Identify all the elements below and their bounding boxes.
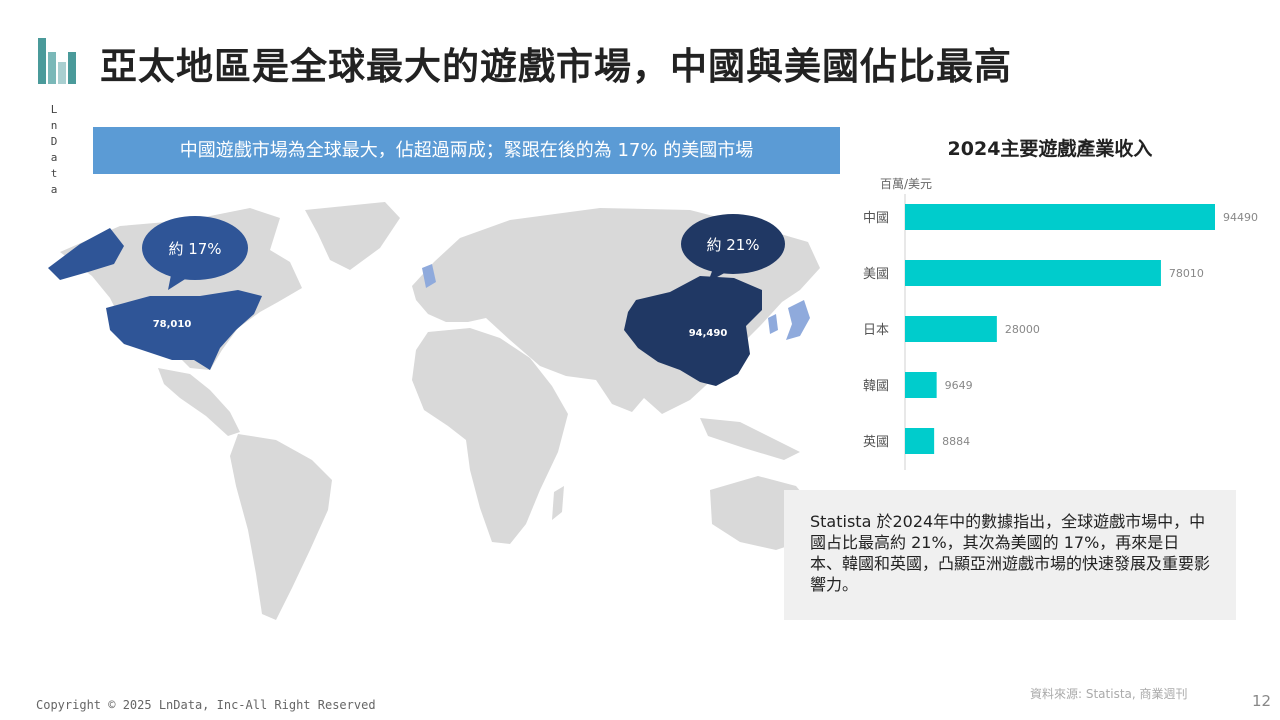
category-label: 韓國 — [863, 379, 889, 394]
page-title: 亞太地區是全球最大的遊戲市場，中國與美國佔比最高 — [100, 45, 1012, 88]
japan-highlight — [786, 300, 810, 340]
summary-banner: 中國遊戲市場為全球最大，佔超過兩成；緊跟在後的為 17% 的美國市場 — [93, 127, 840, 174]
usa-callout: 約 17% — [142, 216, 248, 290]
category-label: 美國 — [863, 267, 889, 282]
china-callout-tail — [708, 266, 730, 282]
bar — [905, 372, 937, 398]
insight-note: Statista 於2024年中的數據指出，全球遊戲市場中，中國占比最高約 21… — [784, 490, 1236, 620]
source-text: 資料來源: Statista, 商業週刊 — [1030, 687, 1188, 701]
value-label: 8884 — [942, 435, 970, 448]
southeast-asia-islands-land — [700, 418, 800, 460]
value-label: 28000 — [1005, 323, 1040, 336]
logo-bar-1 — [38, 38, 46, 84]
china-share-label: 約 21% — [706, 236, 759, 254]
value-label: 94490 — [1223, 211, 1258, 224]
copyright-text: Copyright © 2025 LnData, Inc-All Right R… — [36, 698, 376, 712]
logo-bar-2 — [48, 52, 56, 84]
bar — [905, 204, 1215, 230]
bar — [905, 260, 1161, 286]
madagascar-land — [552, 486, 564, 520]
alaska-highlight — [48, 228, 124, 280]
brand-letter: D — [50, 135, 60, 148]
chart-title: 2024主要遊戲產業收入 — [947, 138, 1153, 160]
revenue-bar-chart: 中國 94490 美國 78010 日本 28000 韓國 9649 英國 8884 — [863, 194, 1258, 470]
south-america-land — [230, 434, 332, 620]
bar — [905, 428, 935, 454]
value-label: 9649 — [945, 379, 973, 392]
value-label: 78010 — [1169, 267, 1204, 280]
uk-highlight — [422, 264, 436, 288]
china-callout-bubble — [681, 214, 785, 274]
africa-land — [412, 328, 568, 544]
brand-letter: t — [50, 167, 60, 180]
brand-letter: a — [50, 183, 60, 196]
china-highlight — [624, 276, 762, 386]
logo-bar-4 — [68, 52, 76, 84]
category-label: 英國 — [863, 435, 889, 450]
brand-letter: n — [50, 119, 60, 132]
category-label: 中國 — [863, 211, 889, 226]
china-value-label: 94,490 — [689, 328, 728, 339]
logo-bar-3 — [58, 62, 66, 84]
usa-share-label: 約 17% — [168, 240, 221, 258]
usa-value-label: 78,010 — [153, 319, 192, 330]
usa-callout-bubble — [142, 216, 248, 280]
greenland-land — [305, 202, 400, 270]
category-label: 日本 — [863, 323, 889, 338]
world-map: 約 17% 78,010 約 21% 94,490 — [48, 202, 820, 620]
usa-callout-tail — [168, 270, 190, 290]
china-callout: 約 21% — [681, 214, 785, 282]
bar — [905, 316, 997, 342]
korea-highlight — [768, 314, 778, 334]
brand-letter: L — [50, 103, 60, 116]
central-america-land — [158, 368, 240, 436]
page-number: 12 — [1252, 692, 1272, 710]
brand-letter: a — [50, 151, 60, 164]
chart-unit-label: 百萬/美元 — [880, 177, 933, 191]
usa-highlight — [106, 290, 262, 370]
brand-logo — [38, 38, 76, 84]
